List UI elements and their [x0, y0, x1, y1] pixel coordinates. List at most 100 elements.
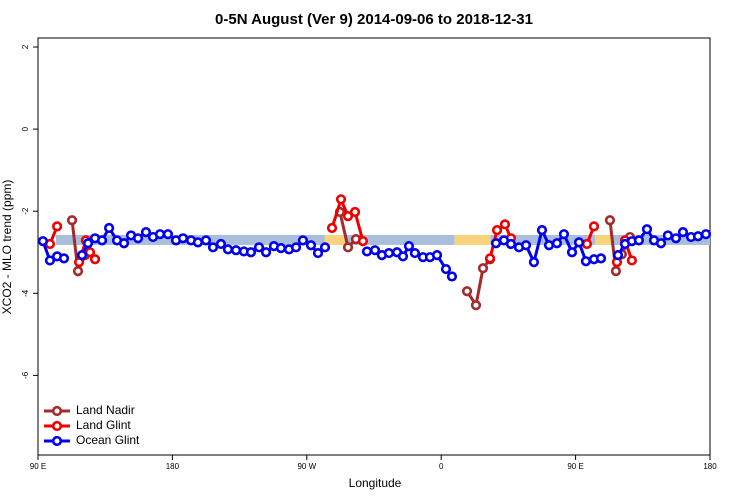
- data-point: [297, 235, 309, 246]
- legend-marker: [51, 435, 63, 447]
- data-point: [551, 238, 563, 249]
- y-tick-label: -4: [21, 289, 30, 297]
- data-point: [335, 194, 347, 205]
- data-point: [319, 242, 331, 253]
- data-point: [118, 238, 130, 249]
- data-point: [58, 253, 70, 264]
- data-point: [342, 211, 354, 222]
- data-point: [222, 244, 234, 255]
- x-tick-label: 180: [166, 462, 180, 471]
- data-point: [403, 240, 415, 252]
- data-point: [215, 238, 227, 250]
- data-point: [305, 240, 317, 251]
- data-point: [692, 231, 704, 242]
- data-point: [677, 227, 689, 238]
- region-band: [490, 234, 596, 245]
- data-point: [655, 238, 667, 249]
- data-point: [207, 242, 219, 253]
- data-point: [312, 247, 324, 259]
- data-point: [499, 219, 511, 230]
- data-point: [612, 250, 624, 261]
- data-point: [505, 238, 517, 250]
- data-point: [140, 227, 152, 238]
- data-point: [177, 233, 189, 244]
- legend-label: Land Nadir: [76, 403, 135, 417]
- chart-title: 0-5N August (Ver 9) 2014-09-06 to 2018-1…: [215, 11, 533, 28]
- legend-label: Ocean Glint: [76, 433, 140, 447]
- data-point: [580, 256, 592, 267]
- x-axis-label: Longitude: [349, 476, 402, 490]
- y-tick-label: -2: [21, 207, 30, 215]
- data-point: [342, 242, 354, 253]
- data-point: [409, 247, 421, 259]
- data-point: [37, 236, 49, 247]
- data-point: [543, 240, 555, 251]
- region-band: [595, 234, 612, 245]
- plot-frame: [37, 37, 711, 456]
- data-point: [72, 266, 84, 277]
- data-point: [82, 238, 94, 249]
- data-point: [200, 235, 212, 246]
- data-point: [566, 247, 578, 258]
- data-point: [461, 286, 473, 297]
- data-point: [253, 242, 265, 253]
- data-point: [132, 233, 144, 244]
- data-point: [162, 229, 174, 240]
- data-point: [470, 300, 482, 311]
- data-point: [361, 246, 373, 257]
- data-point: [528, 256, 540, 268]
- data-point: [66, 215, 78, 226]
- data-point: [573, 237, 585, 248]
- data-point: [490, 238, 502, 249]
- x-tick-label: 90 E: [567, 462, 583, 471]
- x-tick-label: 0: [439, 462, 444, 471]
- data-point: [383, 247, 395, 259]
- series-line: [70, 211, 632, 310]
- data-point: [581, 238, 593, 250]
- data-point: [641, 224, 653, 235]
- region-band: [324, 234, 346, 245]
- data-point: [230, 245, 242, 256]
- legend-label: Land Glint: [76, 418, 131, 432]
- data-point: [491, 224, 503, 236]
- data-point: [96, 235, 108, 246]
- region-band: [345, 234, 455, 245]
- data-point: [369, 245, 381, 256]
- x-tick-label: 90 E: [30, 462, 46, 471]
- data-point: [633, 235, 645, 246]
- data-point: [588, 221, 600, 232]
- data-point: [670, 233, 682, 244]
- data-point: [610, 266, 622, 277]
- x-tick-label: 180: [703, 462, 717, 471]
- region-band: [454, 234, 491, 245]
- legend-marker: [51, 420, 63, 432]
- data-point: [326, 222, 338, 234]
- data-point: [275, 243, 287, 254]
- data-point: [440, 263, 452, 275]
- legend-marker: [51, 405, 63, 417]
- data-point: [76, 250, 88, 261]
- data-point: [700, 229, 712, 240]
- data-point: [520, 240, 532, 251]
- data-point: [662, 230, 673, 241]
- data-point: [446, 271, 458, 282]
- data-point: [484, 253, 496, 264]
- y-tick-label: -6: [21, 371, 30, 379]
- data-point: [431, 250, 443, 261]
- data-point: [397, 251, 409, 262]
- data-point: [260, 247, 272, 258]
- x-tick-label: 90 W: [297, 462, 316, 471]
- y-tick-label: 0: [21, 126, 30, 131]
- data-point: [52, 221, 63, 232]
- y-axis-label: XCO2 - MLO trend (ppm): [0, 180, 14, 315]
- data-point: [89, 254, 101, 265]
- data-point: [154, 229, 166, 240]
- data-point: [536, 224, 548, 236]
- data-point: [604, 215, 616, 226]
- data-point: [357, 236, 369, 247]
- data-point: [290, 242, 302, 253]
- y-tick-label: 2: [21, 44, 30, 49]
- data-point: [477, 263, 489, 274]
- data-point: [245, 247, 257, 258]
